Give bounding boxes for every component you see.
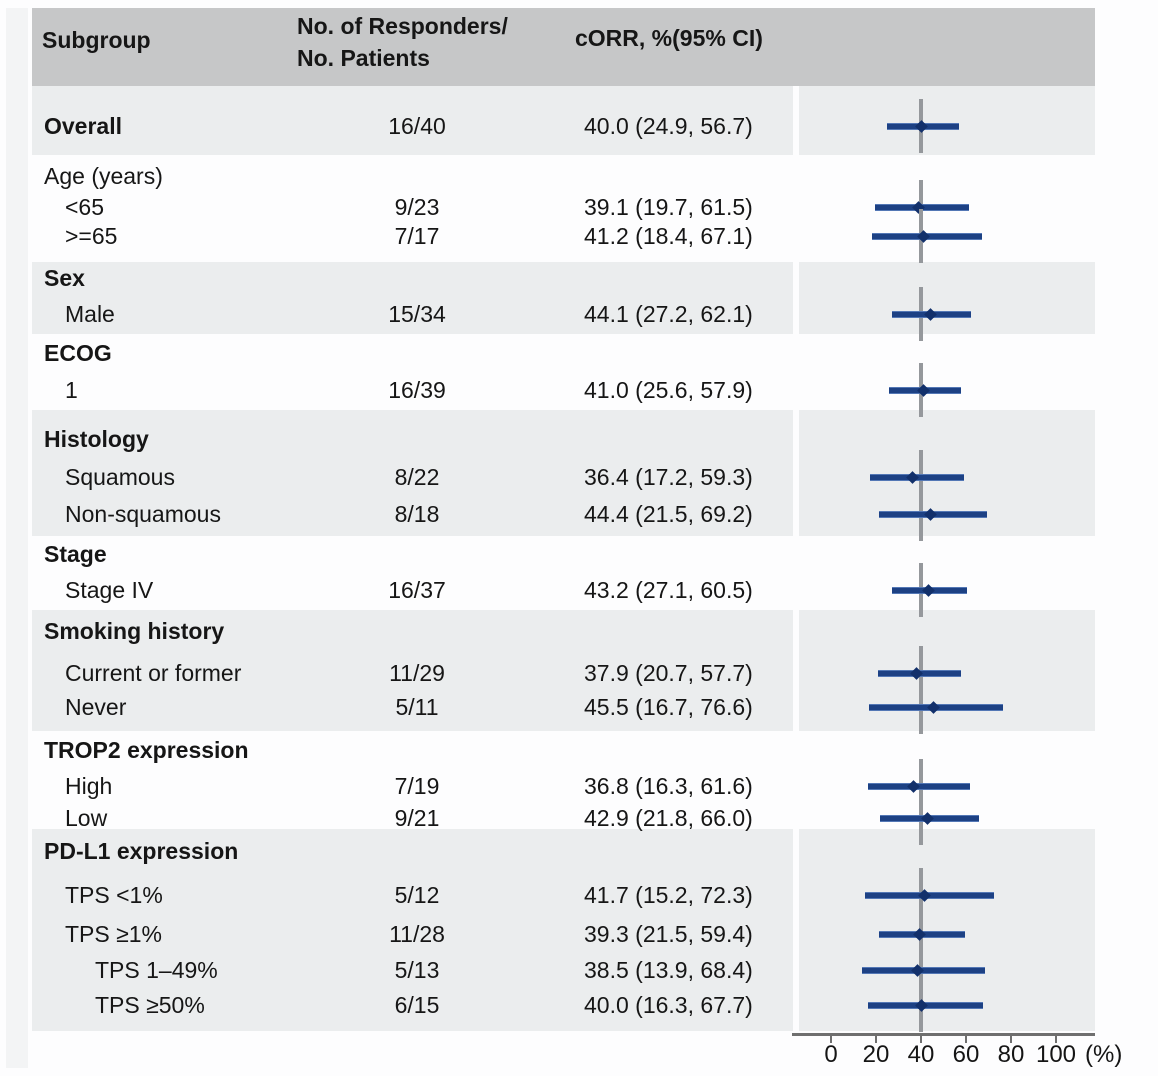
responders-value: 5/11	[395, 694, 439, 720]
responders-value: 16/40	[388, 113, 446, 139]
x-axis-tick-label: 0	[824, 1041, 838, 1068]
table-header: Subgroup No. of Responders/ No. Patients…	[32, 8, 1095, 86]
responders-value: 11/29	[389, 660, 445, 686]
section-label: Age (years)	[44, 163, 163, 189]
corr-value: 39.3 (21.5, 59.4)	[584, 921, 753, 947]
subgroup-label: TPS <1%	[65, 882, 163, 908]
corr-value: 36.8 (16.3, 61.6)	[584, 773, 753, 799]
subgroup-label: Stage IV	[65, 577, 154, 603]
x-axis-tick-label: 100	[1035, 1041, 1077, 1068]
responders-value: 8/18	[394, 501, 440, 527]
section-stripe	[32, 86, 1095, 155]
responders-value: 8/22	[394, 464, 440, 490]
point-estimate-marker	[921, 583, 935, 597]
subgroup-label: TPS ≥1%	[65, 921, 162, 947]
page-left-margin-shade	[6, 8, 28, 1068]
responders-value: 9/21	[394, 805, 440, 831]
subgroup-label: Male	[65, 301, 115, 327]
x-axis-tick	[965, 1036, 967, 1043]
responders-value: 16/39	[388, 377, 446, 403]
section-label: TROP2 expression	[44, 737, 249, 763]
corr-value: 40.0 (24.9, 56.7)	[584, 113, 753, 139]
x-axis-unit-label: (%)	[1085, 1041, 1123, 1068]
responders-value: 16/37	[388, 577, 446, 603]
corr-value: 41.7 (15.2, 72.3)	[584, 882, 753, 908]
responders-value: 7/19	[394, 773, 440, 799]
x-axis-tick-label: 40	[907, 1041, 935, 1068]
section-label: PD-L1 expression	[44, 838, 239, 864]
responders-value: 15/34	[388, 301, 446, 327]
corr-value: 39.1 (19.7, 61.5)	[584, 194, 753, 220]
section-label: Histology	[44, 426, 149, 452]
x-axis-tick	[830, 1036, 832, 1043]
column-header-corr: cORR, %(95% CI)	[575, 25, 763, 51]
column-header-responders-line1: No. of Responders/	[297, 13, 508, 39]
responders-value: 5/13	[394, 957, 440, 983]
corr-value: 44.4 (21.5, 69.2)	[584, 501, 753, 527]
responders-value: 9/23	[394, 194, 440, 220]
corr-value: 45.5 (16.7, 76.6)	[584, 694, 753, 720]
point-estimate-marker	[921, 811, 934, 825]
subgroup-label: Non-squamous	[65, 501, 221, 527]
responders-value: 7/17	[394, 223, 440, 249]
subgroup-label: TPS 1–49%	[95, 957, 218, 983]
column-header-subgroup: Subgroup	[42, 27, 151, 53]
responders-value: 5/12	[394, 882, 440, 908]
subgroup-label: 1	[65, 377, 78, 403]
column-header-responders-line2: No. Patients	[297, 45, 430, 71]
corr-value: 42.9 (21.8, 66.0)	[584, 805, 753, 831]
x-axis-tick	[1055, 1036, 1057, 1043]
x-axis-tick-label: 80	[997, 1041, 1025, 1068]
responders-value: 6/15	[394, 992, 440, 1018]
x-axis-tick	[875, 1036, 877, 1043]
panel-gap	[793, 86, 799, 1031]
section-label: Sex	[44, 265, 85, 291]
x-axis-line	[792, 1033, 1095, 1036]
section-label: Overall	[44, 113, 122, 139]
subgroup-label: Low	[65, 805, 108, 831]
corr-value: 40.0 (16.3, 67.7)	[584, 992, 753, 1018]
corr-value: 37.9 (20.7, 57.7)	[584, 660, 753, 686]
x-axis-tick-label: 60	[952, 1041, 980, 1068]
section-stripe	[32, 262, 1095, 334]
responders-value: 11/28	[389, 921, 445, 947]
subgroup-label: Current or former	[65, 660, 242, 686]
x-axis-tick-label: 20	[862, 1041, 890, 1068]
corr-value: 44.1 (27.2, 62.1)	[584, 301, 753, 327]
section-label: Smoking history	[44, 618, 225, 644]
subgroup-label: Never	[65, 694, 127, 720]
subgroup-label: >=65	[65, 223, 118, 249]
subgroup-label: Squamous	[65, 464, 175, 490]
subgroup-label: TPS ≥50%	[95, 992, 205, 1018]
corr-value: 43.2 (27.1, 60.5)	[584, 577, 753, 603]
subgroup-label: <65	[65, 194, 105, 220]
section-label: Stage	[44, 541, 107, 567]
section-label: ECOG	[44, 340, 112, 366]
subgroup-label: High	[65, 773, 113, 799]
corr-value: 41.0 (25.6, 57.9)	[584, 377, 753, 403]
corr-value: 41.2 (18.4, 67.1)	[584, 223, 753, 249]
x-axis-tick	[920, 1036, 922, 1043]
corr-value: 38.5 (13.9, 68.4)	[584, 957, 753, 983]
corr-value: 36.4 (17.2, 59.3)	[584, 464, 753, 490]
x-axis-tick	[1010, 1036, 1012, 1043]
